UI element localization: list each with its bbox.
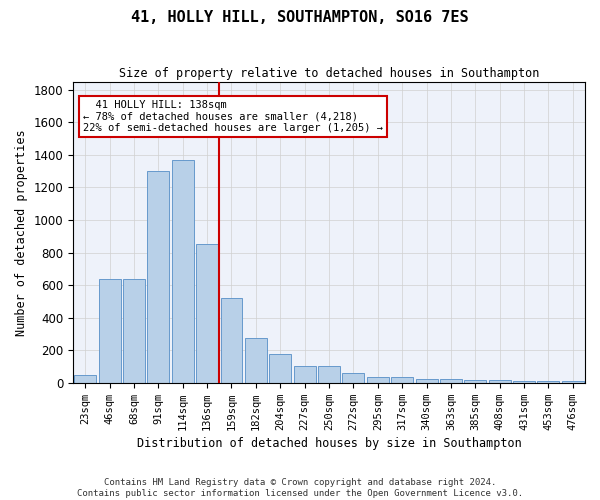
Bar [391,376,413,383]
Text: 41, HOLLY HILL, SOUTHAMPTON, SO16 7ES: 41, HOLLY HILL, SOUTHAMPTON, SO16 7ES [131,10,469,25]
Bar [196,244,218,383]
Bar [464,380,486,383]
Text: Contains HM Land Registry data © Crown copyright and database right 2024.
Contai: Contains HM Land Registry data © Crown c… [77,478,523,498]
Bar [513,381,535,383]
Bar [538,381,559,383]
Bar [172,160,194,383]
Bar [221,298,242,383]
Bar [318,366,340,383]
Bar [440,379,462,383]
Text: 41 HOLLY HILL: 138sqm  
← 78% of detached houses are smaller (4,218)
22% of semi: 41 HOLLY HILL: 138sqm ← 78% of detached … [83,100,383,133]
Bar [416,379,437,383]
Bar [123,278,145,383]
Title: Size of property relative to detached houses in Southampton: Size of property relative to detached ho… [119,68,539,80]
Bar [489,380,511,383]
Bar [74,374,96,383]
Bar [245,338,267,383]
Bar [343,373,364,383]
Bar [293,366,316,383]
Bar [269,354,291,383]
Bar [98,278,121,383]
Y-axis label: Number of detached properties: Number of detached properties [15,129,28,336]
Bar [562,381,584,383]
X-axis label: Distribution of detached houses by size in Southampton: Distribution of detached houses by size … [137,437,521,450]
Bar [148,171,169,383]
Bar [367,376,389,383]
